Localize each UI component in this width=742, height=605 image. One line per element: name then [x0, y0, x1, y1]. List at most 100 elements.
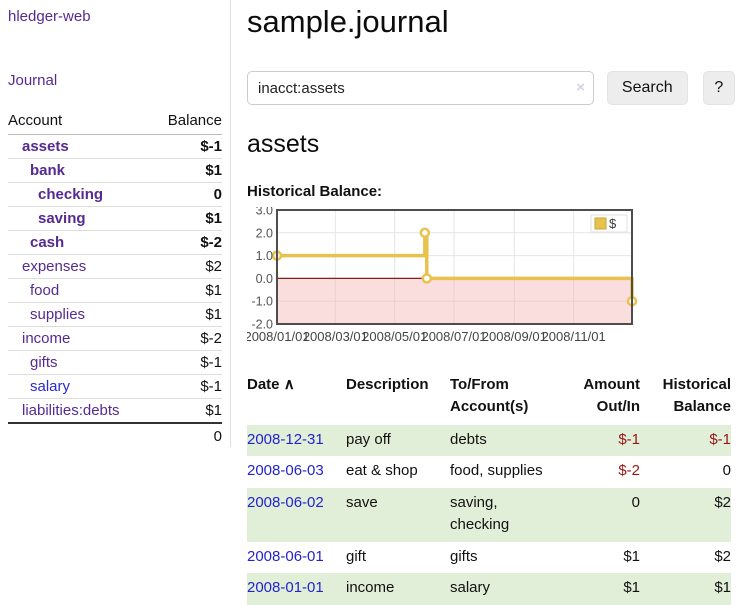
transaction-date-link[interactable]: 2008-06-03	[247, 462, 324, 479]
transaction-description: gift	[346, 547, 367, 565]
search-bar: × Search ?	[247, 71, 735, 105]
x-tick-label: 2008/11/01	[542, 329, 606, 344]
search-input[interactable]	[247, 71, 594, 105]
account-balance: $1	[152, 302, 222, 327]
transaction-balance: 0	[722, 462, 731, 479]
account-row: expenses $2	[8, 254, 222, 279]
transaction-accounts: gifts	[450, 547, 478, 565]
account-link[interactable]: expenses	[22, 258, 87, 275]
transaction-accounts: salary	[450, 573, 574, 605]
transaction-date-link[interactable]: 2008-12-31	[247, 430, 324, 448]
y-tick-label: 2.0	[256, 226, 273, 240]
account-balance: $1	[152, 206, 222, 231]
chart-svg: $3.0 2.0 1.0 0.0 -1.0 -2.02008/01/012008/03/0…	[244, 204, 638, 344]
account-row: assets $-1	[8, 135, 222, 159]
account-row: salary $-1	[8, 374, 222, 399]
account-link[interactable]: liabilities:debts	[22, 402, 120, 419]
register-header-date[interactable]: Date ∧	[247, 376, 295, 393]
legend-label: $	[609, 216, 617, 231]
accounts-header-balance: Balance	[152, 110, 222, 135]
transaction-amount: $-1	[574, 424, 640, 456]
x-tick-label: 2008/01/01	[247, 329, 310, 344]
x-tick-label: 2008/09/01	[482, 329, 547, 344]
register-header-accounts: To/From Account(s)	[450, 376, 529, 415]
transaction-accounts: saving, checking	[450, 487, 574, 542]
page-title: sample.journal	[247, 4, 449, 39]
transaction-amount: $1	[574, 573, 640, 605]
account-balance: $-1	[152, 374, 222, 399]
account-row: saving $1	[8, 206, 222, 231]
account-link[interactable]: gifts	[30, 354, 58, 371]
brand-link[interactable]: hledger-web	[8, 8, 91, 25]
transaction-amount: $1	[623, 547, 640, 565]
transaction-row: 2008-01-01 income salary $1 $1	[247, 573, 731, 605]
x-tick-label: 2008/03/01	[303, 329, 368, 344]
x-tick-label: 2008/07/01	[421, 329, 486, 344]
accounts-total-value: 0	[152, 422, 222, 449]
account-row: gifts $-1	[8, 350, 222, 375]
help-button[interactable]: ?	[702, 71, 735, 105]
transaction-description: pay off	[346, 424, 450, 456]
accounts-table: Account Balance assets $-1 bank $1 checking 0…	[8, 110, 222, 449]
transaction-row: 2008-12-31 pay off debts $-1 $-1	[247, 424, 731, 456]
sort-asc-icon: ∧	[283, 376, 295, 393]
transaction-row: 2008-06-03 eat & shop food, supplies $-2 0	[247, 456, 731, 488]
transaction-description: income	[346, 573, 450, 605]
main-content: sample.journal × Search ? assets Histori…	[244, 0, 735, 605]
chart-label: Historical Balance:	[247, 183, 383, 200]
account-row: bank $1	[8, 158, 222, 183]
historical-balance-chart: $3.0 2.0 1.0 0.0 -1.0 -2.0 2008/01/01 2008/03/0…	[244, 204, 639, 353]
transaction-balance: $2	[714, 547, 731, 565]
y-tick-label: -1.0	[251, 295, 273, 309]
accounts-header-account: Account	[8, 110, 152, 135]
account-link[interactable]: saving	[38, 210, 86, 227]
account-balance: $-2	[152, 230, 222, 255]
y-tick-label: 1.0	[256, 249, 273, 263]
transaction-amount: $-2	[618, 462, 640, 479]
transaction-description: eat & shop	[346, 462, 418, 479]
transaction-balance: $1	[640, 573, 731, 605]
y-tick-label: -2.0	[251, 318, 273, 332]
account-balance: $-1	[200, 138, 222, 155]
account-heading: assets	[247, 130, 320, 158]
account-link[interactable]: assets	[22, 138, 69, 155]
transaction-date-link[interactable]: 2008-06-02	[247, 493, 324, 511]
transaction-date-link[interactable]: 2008-06-01	[247, 547, 324, 565]
account-row: cash $-2	[8, 230, 222, 255]
sidebar: hledger-web Journal Account Balance asse…	[0, 0, 231, 449]
account-link[interactable]: supplies	[30, 306, 86, 323]
account-link[interactable]: salary	[30, 378, 71, 395]
search-box: ×	[247, 71, 594, 105]
register-table: Date ∧ Description To/From Account(s) Am…	[247, 374, 731, 605]
account-link[interactable]: cash	[30, 234, 65, 251]
account-link[interactable]: food	[30, 282, 60, 299]
y-tick-label: 3.0	[256, 207, 273, 218]
legend-swatch-icon	[594, 217, 607, 230]
transaction-accounts: food, supplies	[450, 462, 543, 479]
register-header-balance: Historical Balance	[662, 376, 731, 415]
account-balance: $2	[152, 254, 222, 279]
account-row: food $1	[8, 278, 222, 303]
transaction-row: 2008-06-01 gift gifts $1 $2	[247, 542, 731, 574]
transaction-amount: 0	[574, 487, 640, 542]
transaction-balance: $-1	[640, 424, 731, 456]
y-tick-label: 0.0	[256, 272, 273, 286]
account-link[interactable]: income	[22, 330, 71, 347]
transaction-balance: $2	[640, 487, 731, 542]
clear-search-icon[interactable]: ×	[576, 79, 585, 96]
account-row: checking 0	[8, 182, 222, 207]
sidebar-item-journal[interactable]: Journal	[8, 72, 58, 89]
x-tick-label: 2008/05/01	[362, 329, 427, 344]
account-link[interactable]: checking	[38, 186, 104, 203]
register-header-description: Description	[346, 376, 429, 393]
account-balance: $1	[152, 158, 222, 183]
transaction-description: save	[346, 487, 450, 542]
account-row: income $-2	[8, 326, 222, 351]
account-balance: $-1	[152, 350, 222, 375]
account-row: supplies $1	[8, 302, 222, 327]
account-row: liabilities:debts $1	[8, 398, 222, 423]
transaction-accounts: debts	[450, 424, 574, 456]
account-link[interactable]: bank	[30, 162, 66, 179]
search-button[interactable]: Search	[606, 71, 688, 105]
transaction-row: 2008-06-02 save saving, checking 0 $2	[247, 487, 731, 542]
